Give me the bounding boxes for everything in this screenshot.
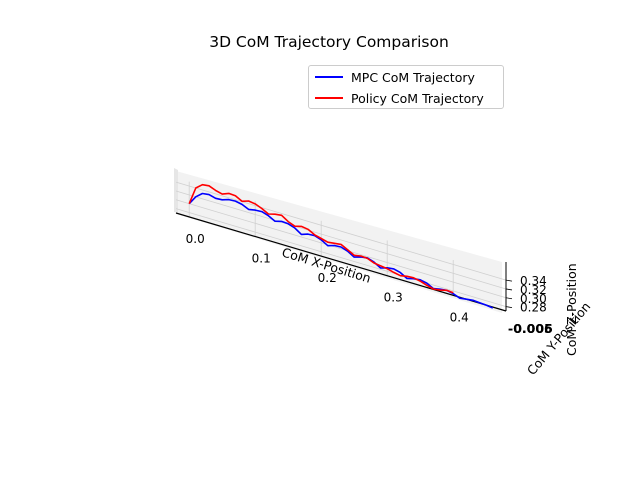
legend-item-policy: Policy CoM Trajectory <box>315 88 484 108</box>
x-tick-label-0: 0.0 <box>186 232 205 246</box>
legend-swatch-policy <box>315 97 343 99</box>
tick-layer: 0.0 0.1 0.2 0.3 0.4 0.280.300.320.34 -0.006-0.… <box>186 232 553 336</box>
grid-line-z-2 <box>175 190 507 290</box>
side-pane <box>174 168 178 213</box>
x-tick-label-4: 0.4 <box>450 310 469 324</box>
series-layer <box>188 183 494 309</box>
chart-title: 3D CoM Trajectory Comparison <box>209 33 449 51</box>
z-tick-label-1: 0.30 <box>520 292 547 306</box>
grid-line-z-1 <box>175 199 507 299</box>
legend-label-mpc: MPC CoM Trajectory <box>351 69 475 85</box>
legend-swatch-mpc <box>315 76 343 78</box>
legend-item-mpc: MPC CoM Trajectory <box>315 67 475 87</box>
grid-lines <box>175 181 507 307</box>
y-tick-label-0: -0.006 <box>508 321 553 336</box>
x-tick-label-3: 0.3 <box>384 291 403 305</box>
z-tick-label-0: 0.28 <box>520 301 547 315</box>
legend: MPC CoM Trajectory Policy CoM Trajectory <box>308 65 504 109</box>
z-axis-label: CoM Z-Position <box>564 263 579 356</box>
z-tick-mark-1 <box>505 297 513 300</box>
grid-line-z-3 <box>175 181 507 281</box>
series-line-1 <box>188 183 454 294</box>
z-tick-label-3: 0.34 <box>520 274 547 288</box>
y-tick-label-1: -0.005 <box>508 321 553 336</box>
z-tick-mark-0 <box>505 306 513 308</box>
legend-label-policy: Policy CoM Trajectory <box>351 90 484 106</box>
z-tick-mark-3 <box>505 279 513 282</box>
z-tick-mark-2 <box>505 288 513 291</box>
z-tick-label-2: 0.32 <box>520 283 547 297</box>
grid-line-z-0 <box>175 208 507 307</box>
x-axis-line <box>175 212 507 312</box>
x-tick-label-2: 0.2 <box>318 271 337 285</box>
x-tick-label-1: 0.1 <box>252 252 271 266</box>
